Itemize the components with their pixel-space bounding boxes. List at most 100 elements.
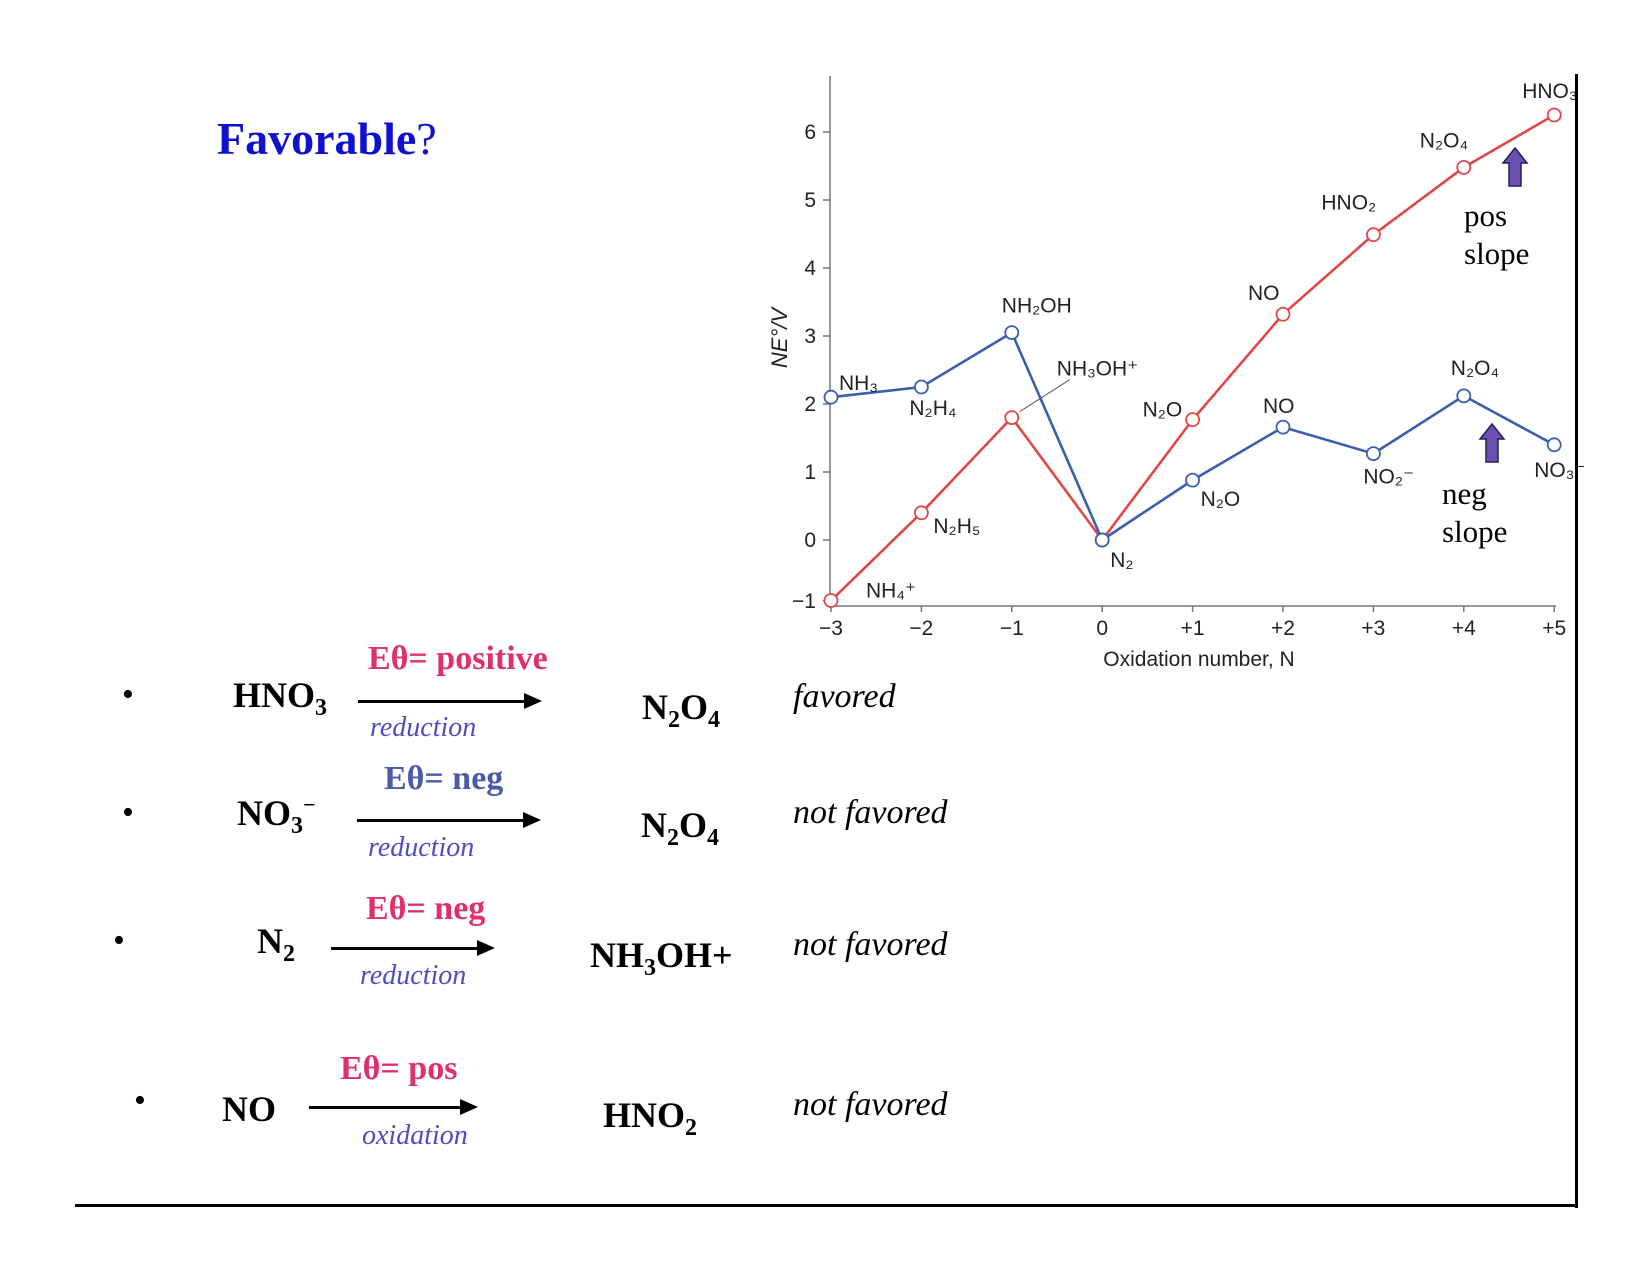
product-sub: 2 bbox=[668, 707, 680, 734]
point-label-blue: NH₂OH bbox=[1002, 295, 1072, 318]
reaction-arrow bbox=[309, 1099, 478, 1115]
reactant: N2 bbox=[257, 920, 295, 968]
point-label-red: N₂ bbox=[1110, 549, 1133, 572]
x-axis-label: Oxidation number, N bbox=[1103, 648, 1294, 671]
series-blue-point bbox=[1094, 532, 1110, 548]
verdict: not favored bbox=[793, 794, 948, 831]
y-axis-label: NE°/V bbox=[767, 306, 792, 368]
bullet: • bbox=[113, 922, 125, 959]
reaction-arrow bbox=[358, 693, 542, 709]
x-tick-label: −3 bbox=[819, 617, 843, 640]
reactant-base: HNO bbox=[233, 675, 316, 715]
product-mid: O bbox=[680, 687, 709, 727]
reaction-row-1: • HNO3 Eθ= positive reduction N2O4 favor… bbox=[0, 640, 1100, 750]
series-blue-point bbox=[1366, 446, 1381, 462]
y-tick-label: −1 bbox=[792, 590, 816, 613]
series-blue-point bbox=[1546, 437, 1562, 453]
point-label-blue: N₂H₄ bbox=[909, 397, 956, 420]
point-label-red: N₂O₄ bbox=[1420, 129, 1468, 152]
potential-label: Eθ= positive bbox=[368, 640, 548, 677]
reactant: HNO3 bbox=[233, 674, 327, 722]
frame-bottom-border bbox=[75, 1204, 1578, 1207]
reaction-arrow bbox=[331, 940, 495, 956]
product-sub: 3 bbox=[644, 955, 656, 982]
product-base: N bbox=[642, 687, 668, 727]
series-blue-point bbox=[1004, 325, 1020, 341]
reactant-base: NO bbox=[222, 1089, 276, 1129]
point-label-red: NH₄⁺ bbox=[866, 580, 916, 603]
y-tick-label: 4 bbox=[804, 257, 816, 280]
point-label-red: N₂O bbox=[1143, 399, 1183, 422]
reaction-row-2: • NO3− Eθ= neg reduction N2O4 not favore… bbox=[0, 760, 1100, 870]
point-label-red: N₂H₅ bbox=[933, 515, 980, 538]
reaction-row-3: • N2 Eθ= neg reduction NH3OH+ not favore… bbox=[0, 890, 1100, 1000]
process-label: reduction bbox=[360, 960, 467, 991]
point-label-blue: NO bbox=[1263, 395, 1295, 418]
product-sub2: 4 bbox=[708, 707, 721, 734]
point-label-red: NO bbox=[1248, 282, 1280, 305]
pos-slope-arrow bbox=[1501, 146, 1529, 187]
leader-line bbox=[1019, 379, 1071, 413]
process-label: reduction bbox=[370, 712, 477, 743]
reactant-sup: − bbox=[303, 792, 316, 817]
y-tick-label: 2 bbox=[804, 393, 816, 416]
series-blue-point bbox=[914, 379, 929, 395]
series-red-point bbox=[1456, 159, 1472, 175]
point-label-blue: NO₂⁻ bbox=[1363, 466, 1414, 489]
verdict: favored bbox=[793, 678, 896, 715]
series-red-point bbox=[1275, 306, 1291, 322]
series-red-point bbox=[914, 505, 929, 521]
point-label-red: HNO₃ bbox=[1522, 80, 1577, 103]
neg-slope-label: neg bbox=[1442, 476, 1487, 511]
bullet: • bbox=[134, 1082, 146, 1119]
product: N2O4 bbox=[642, 686, 720, 734]
product-mid: O bbox=[679, 805, 708, 845]
bullet: • bbox=[122, 794, 134, 831]
product-base: NH bbox=[590, 935, 644, 975]
x-tick-label: +3 bbox=[1361, 617, 1385, 640]
title-question-mark: ? bbox=[416, 113, 437, 164]
x-tick-label: −2 bbox=[909, 617, 933, 640]
y-tick-label: 0 bbox=[804, 529, 816, 552]
frost-diagram: −1 0 1 2 3 4 5 6 −3 −2 −1 0 +1 +2 +3 +4 +5 Oxidation numb… bbox=[767, 76, 1585, 671]
x-tick-label: +5 bbox=[1542, 617, 1566, 640]
verdict: not favored bbox=[793, 1086, 948, 1123]
point-label-red: HNO₂ bbox=[1321, 192, 1376, 215]
pos-slope-label: pos bbox=[1464, 198, 1507, 233]
y-tick-label: 6 bbox=[804, 121, 816, 144]
bullet: • bbox=[122, 676, 134, 713]
point-label-red: NH₃OH⁺ bbox=[1057, 358, 1138, 381]
y-tick-label: 5 bbox=[804, 189, 816, 212]
y-tick-label: 1 bbox=[804, 461, 816, 484]
verdict: not favored bbox=[793, 926, 948, 963]
series-red-point bbox=[1546, 107, 1562, 123]
potential-label: Eθ= pos bbox=[340, 1050, 458, 1087]
product: HNO2 bbox=[603, 1094, 697, 1142]
reactant-base: N bbox=[257, 921, 283, 961]
reactant-sub: 3 bbox=[315, 695, 328, 722]
y-tick-label: 3 bbox=[804, 325, 816, 348]
reactant: NO3− bbox=[237, 792, 316, 840]
potential-label: Eθ= neg bbox=[366, 890, 486, 927]
series-red-point bbox=[1004, 410, 1020, 426]
product: N2O4 bbox=[641, 804, 719, 852]
x-tick-label: −1 bbox=[1000, 617, 1024, 640]
x-tick-label: 0 bbox=[1096, 617, 1108, 640]
process-label: reduction bbox=[368, 832, 475, 863]
reactant-sub: 3 bbox=[291, 813, 303, 840]
product-base: N bbox=[641, 805, 667, 845]
product-mid: OH+ bbox=[656, 935, 733, 975]
point-label-blue: NH₃ bbox=[839, 372, 878, 395]
reaction-arrow bbox=[357, 812, 541, 828]
neg-slope-label: slope bbox=[1442, 514, 1507, 549]
frame-right-border bbox=[1575, 74, 1578, 1208]
x-tick-label: +2 bbox=[1271, 617, 1295, 640]
point-label-blue: N₂O bbox=[1201, 488, 1241, 511]
series-blue-point bbox=[1456, 388, 1472, 404]
reactant-base: NO bbox=[237, 793, 291, 833]
potential-label: Eθ= neg bbox=[384, 760, 504, 797]
neg-slope-arrow bbox=[1478, 422, 1506, 463]
reaction-row-4: • NO Eθ= pos oxidation HNO2 not favored bbox=[0, 1040, 1100, 1151]
point-label-blue: N₂O₄ bbox=[1451, 357, 1499, 380]
series-red-point bbox=[823, 593, 839, 608]
